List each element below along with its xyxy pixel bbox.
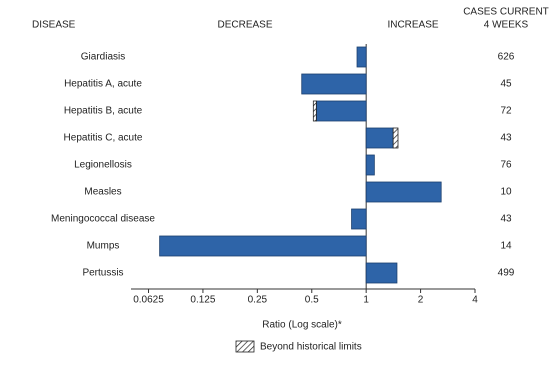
category-label: Pertussis [82,268,123,279]
category-label: Hepatitis B, acute [64,106,143,117]
legend-swatch [235,340,255,353]
cases-value: 45 [500,79,512,90]
category-label: Meningococcal disease [51,214,155,225]
cases-value: 626 [498,52,515,63]
category-label: Giardiasis [81,52,125,63]
x-tick-label: 4 [472,295,478,306]
x-tick-label: 2 [418,295,424,306]
category-label: Legionellosis [74,160,132,171]
bar [159,235,367,257]
cases-value: 499 [498,268,515,279]
x-tick-label: 0.0625 [133,295,164,306]
x-axis-title: Ratio (Log scale)* [262,320,342,331]
bar [356,46,367,68]
x-tick-label: 0.125 [190,295,215,306]
cases-header: CASES CURRENT [463,7,549,18]
cases-value: 43 [500,214,512,225]
cases-value: 43 [500,133,512,144]
x-tick-label: 0.5 [305,295,319,306]
cases-value: 72 [500,106,512,117]
category-label: Hepatitis C, acute [64,133,143,144]
cases-value: 76 [500,160,512,171]
bar [365,262,398,284]
bar [365,154,375,176]
cases-value: 14 [500,241,512,252]
increase-header: INCREASE [387,20,438,31]
bar [301,73,367,95]
category-label: Measles [84,187,121,198]
category-label: Mumps [87,241,120,252]
bar [315,100,367,122]
legend-label: Beyond historical limits [260,342,362,353]
bar [365,127,394,149]
disease-header: DISEASE [32,20,76,31]
bar [365,181,442,203]
decrease-header: DECREASE [217,20,272,31]
category-label: Hepatitis A, acute [64,79,142,90]
bar [351,208,367,230]
x-tick-label: 0.25 [248,295,268,306]
x-tick-label: 1 [363,295,369,306]
beyond-limits [392,127,399,149]
cases-value: 10 [500,187,512,198]
cases-header: 4 WEEKS [484,20,529,31]
beyond-limits [312,100,317,122]
